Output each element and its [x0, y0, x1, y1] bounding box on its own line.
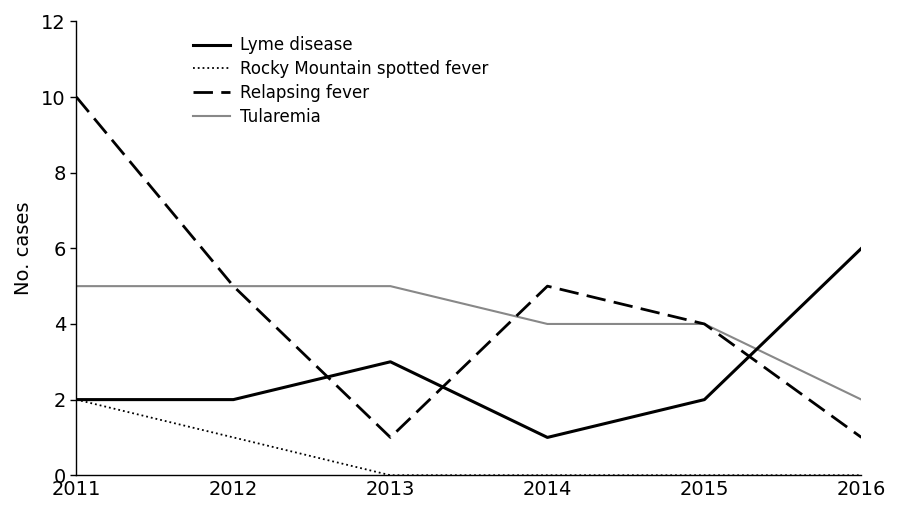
- Legend: Lyme disease, Rocky Mountain spotted fever, Relapsing fever, Tularemia: Lyme disease, Rocky Mountain spotted fev…: [187, 30, 495, 132]
- Y-axis label: No. cases: No. cases: [14, 202, 33, 295]
